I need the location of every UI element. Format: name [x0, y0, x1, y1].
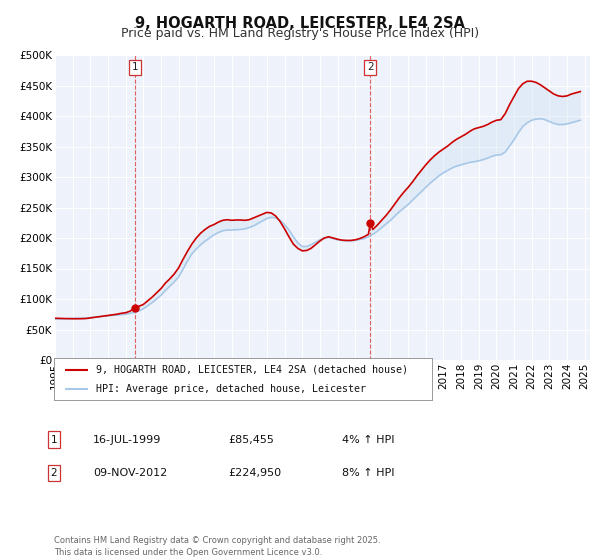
Text: 2: 2	[367, 62, 374, 72]
Text: 2: 2	[50, 468, 58, 478]
Text: 4% ↑ HPI: 4% ↑ HPI	[342, 435, 395, 445]
Text: 8% ↑ HPI: 8% ↑ HPI	[342, 468, 395, 478]
Text: £224,950: £224,950	[228, 468, 281, 478]
Text: Contains HM Land Registry data © Crown copyright and database right 2025.
This d: Contains HM Land Registry data © Crown c…	[54, 536, 380, 557]
Text: Price paid vs. HM Land Registry's House Price Index (HPI): Price paid vs. HM Land Registry's House …	[121, 27, 479, 40]
Text: 9, HOGARTH ROAD, LEICESTER, LE4 2SA (detached house): 9, HOGARTH ROAD, LEICESTER, LE4 2SA (det…	[95, 365, 407, 375]
Text: £85,455: £85,455	[228, 435, 274, 445]
Text: 09-NOV-2012: 09-NOV-2012	[93, 468, 167, 478]
Text: 1: 1	[50, 435, 58, 445]
Text: 1: 1	[132, 62, 139, 72]
Text: HPI: Average price, detached house, Leicester: HPI: Average price, detached house, Leic…	[95, 384, 365, 394]
Text: 9, HOGARTH ROAD, LEICESTER, LE4 2SA: 9, HOGARTH ROAD, LEICESTER, LE4 2SA	[135, 16, 465, 31]
Text: 16-JUL-1999: 16-JUL-1999	[93, 435, 161, 445]
